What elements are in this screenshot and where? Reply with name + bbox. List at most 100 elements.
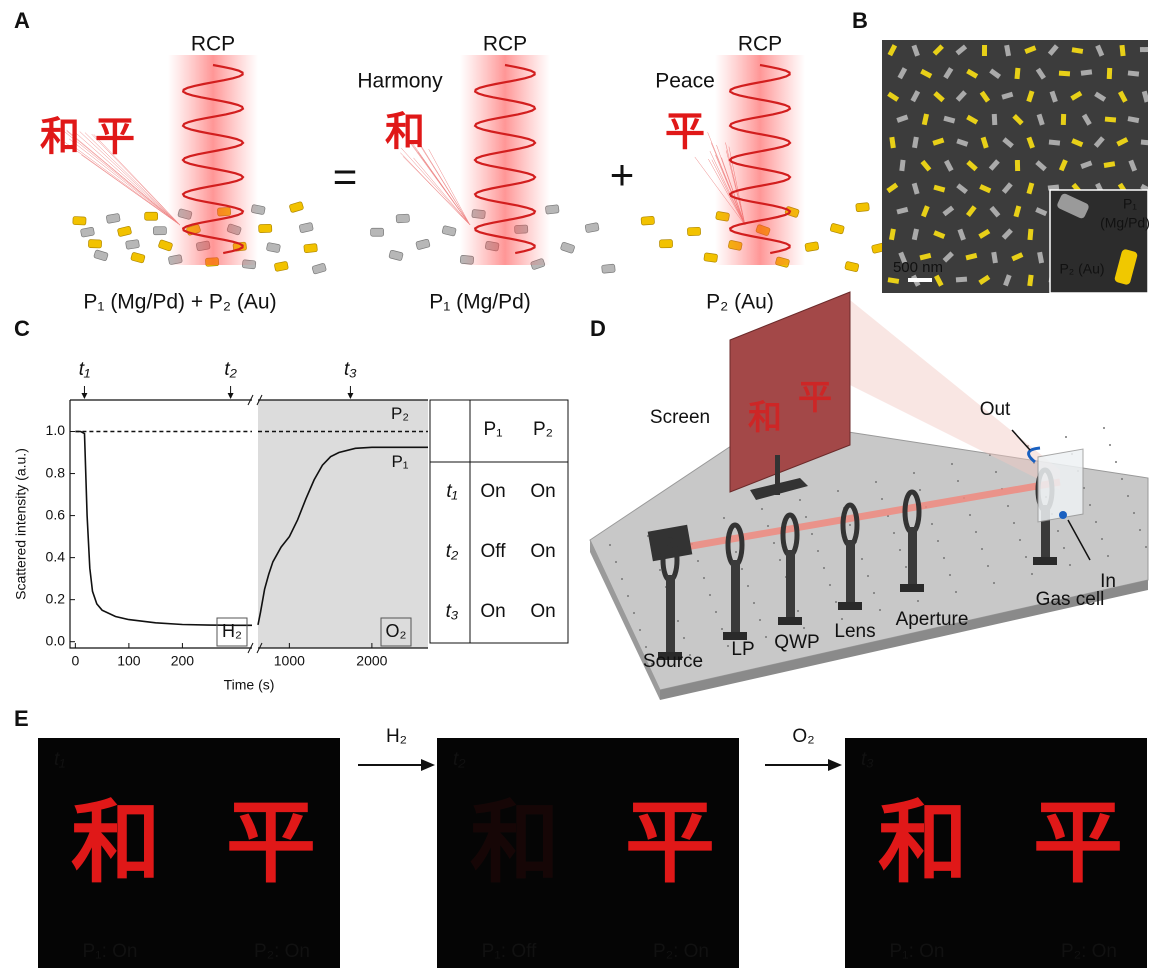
cjk-character: 和 — [878, 790, 968, 896]
nanorod — [370, 227, 384, 237]
sem-rod — [1058, 70, 1071, 77]
table-hole — [995, 471, 997, 473]
sem-rod — [911, 228, 920, 241]
optic-post — [666, 575, 675, 655]
table-hole — [873, 592, 875, 594]
sem-rod — [898, 251, 908, 264]
table-frame — [429, 399, 569, 644]
arrow-head — [421, 759, 435, 771]
cjk-character: 和 — [40, 113, 80, 160]
y-axis-label: Scattered intensity (a.u.) — [13, 448, 29, 600]
table-hole — [987, 565, 989, 567]
sem-rod — [989, 68, 1002, 79]
frame-label: P₂: On — [1061, 941, 1117, 962]
label: Peace — [655, 70, 715, 93]
table-hole — [797, 610, 799, 612]
table-hole — [955, 591, 957, 593]
table-hole — [881, 498, 883, 500]
panel-label: E — [14, 706, 29, 731]
arrow-label: H₂ — [386, 726, 407, 747]
sem-rod — [1049, 90, 1058, 103]
gas-port — [1059, 511, 1067, 519]
sem-rod — [1012, 114, 1024, 126]
table-hole — [609, 544, 611, 546]
caption: P₂ (Au) — [706, 291, 774, 314]
nanorod — [804, 241, 819, 252]
table-hole — [753, 602, 755, 604]
scatter-ray — [66, 129, 181, 226]
table-row-label: t₁ — [446, 481, 457, 502]
sem-rod — [1071, 47, 1084, 54]
screen-post — [775, 455, 780, 495]
sem-rod — [920, 159, 932, 172]
operator: + — [610, 151, 635, 198]
nanorod — [640, 216, 655, 226]
nanorod — [388, 249, 404, 261]
sem-rod — [921, 113, 930, 126]
scatter-ray — [69, 138, 181, 226]
sem-rod — [1104, 116, 1117, 123]
table-hole — [803, 627, 805, 629]
table-hole — [1121, 478, 1123, 480]
table-cell: Off — [481, 541, 507, 562]
x-tick-label: 2000 — [356, 653, 387, 669]
sem-rod — [887, 91, 900, 102]
sem-rod — [1024, 45, 1037, 55]
sem-rod — [1035, 207, 1048, 217]
component-label: Screen — [650, 407, 710, 428]
table-hole — [615, 561, 617, 563]
sem-rod — [1036, 113, 1045, 126]
sem-rod — [1103, 161, 1116, 168]
table-hole — [837, 490, 839, 492]
table-hole — [1101, 538, 1103, 540]
sem-rod — [1081, 113, 1092, 126]
sem-rod — [920, 68, 933, 79]
table-hole — [735, 551, 737, 553]
table-hole — [683, 637, 685, 639]
sem-rod — [988, 159, 1000, 171]
nanorod — [258, 223, 273, 234]
table-row-label: t₃ — [446, 601, 459, 622]
table-hole — [989, 454, 991, 456]
table-hole — [651, 663, 653, 665]
y-tick-label: 1.0 — [46, 422, 66, 438]
sem-rod — [1127, 116, 1140, 124]
frame-label: P₁: On — [83, 941, 138, 962]
table-hole — [767, 525, 769, 527]
table-hole — [805, 516, 807, 518]
table-hole — [1107, 555, 1109, 557]
table-hole — [993, 582, 995, 584]
table-hole — [937, 540, 939, 542]
sem-rod — [932, 44, 944, 56]
helix — [181, 63, 245, 255]
optic-post — [908, 527, 917, 587]
optic-post — [786, 550, 795, 620]
component-label: Lens — [834, 621, 875, 642]
frame-time: t₁ — [54, 749, 65, 770]
nanorod — [844, 261, 860, 272]
top-tick-label: t₂ — [224, 359, 237, 380]
nanorod — [584, 222, 600, 233]
sem-rod — [1106, 67, 1113, 80]
cjk-character: 平 — [1033, 790, 1123, 896]
o2-region — [258, 400, 428, 648]
frame-label: P₂: On — [653, 941, 709, 962]
axis-break — [247, 642, 263, 654]
table-hole — [867, 575, 869, 577]
sem-rod — [966, 114, 979, 125]
cjk-character: 平 — [625, 790, 715, 896]
scatter-ray — [71, 144, 181, 226]
sem-rod — [899, 159, 906, 172]
axis-break — [247, 394, 263, 406]
cjk-character: 平 — [226, 790, 316, 896]
nanorod — [80, 227, 95, 238]
table-hole — [621, 578, 623, 580]
cjk-character: 和 — [385, 108, 425, 155]
table-hole — [703, 577, 705, 579]
table-hole — [799, 499, 801, 501]
sem-rod — [1004, 44, 1012, 57]
scale-bar — [908, 278, 932, 282]
sem-rod — [933, 91, 945, 103]
component-label: Gas cell — [1036, 589, 1105, 610]
table-hole — [1133, 512, 1135, 514]
